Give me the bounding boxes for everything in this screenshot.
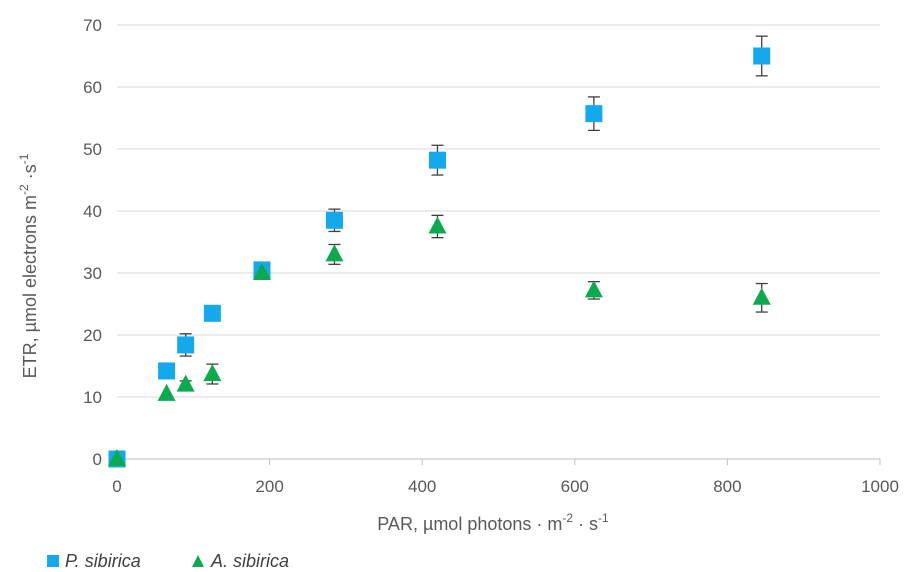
data-markers <box>108 47 771 468</box>
legend-label-p-sibirica: P. sibirica <box>65 551 141 571</box>
legend-triangle-marker <box>192 555 204 567</box>
data-point-a-sibirica <box>252 263 271 280</box>
data-point-a-sibirica <box>176 374 195 392</box>
legend-item-p-sibirica: P. sibirica <box>47 551 141 571</box>
legend-label-a-sibirica: A. sibirica <box>210 551 289 571</box>
x-tick-label: 600 <box>561 477 589 496</box>
y-tick-label: 20 <box>83 326 102 345</box>
data-point-a-sibirica <box>584 280 603 298</box>
legend-square-marker <box>47 555 59 567</box>
y-tick-label: 0 <box>93 450 102 469</box>
data-point-p-sibirica <box>158 362 176 380</box>
data-point-p-sibirica <box>585 105 603 123</box>
data-point-p-sibirica <box>325 211 343 229</box>
data-point-a-sibirica <box>157 383 176 401</box>
data-point-a-sibirica <box>203 364 222 382</box>
axes <box>116 458 881 465</box>
data-point-p-sibirica <box>428 151 446 169</box>
data-point-a-sibirica <box>108 449 126 466</box>
legend-item-a-sibirica: A. sibirica <box>192 551 289 571</box>
data-point-p-sibirica <box>753 47 771 65</box>
x-tick-label: 200 <box>255 477 283 496</box>
data-point-a-sibirica <box>752 287 771 305</box>
y-tick-label: 70 <box>83 16 102 35</box>
y-tick-label: 50 <box>83 140 102 159</box>
legend: P. sibirica A. sibirica <box>47 551 289 571</box>
x-axis-title: PAR, µmol photons · m-2 · s-1 <box>377 511 609 534</box>
x-tick-label: 800 <box>713 477 741 496</box>
y-tick-label: 10 <box>83 388 102 407</box>
x-tick-label: 0 <box>112 477 121 496</box>
x-tick-label: 400 <box>408 477 436 496</box>
y-tick-label: 60 <box>83 78 102 97</box>
y-tick-label: 30 <box>83 264 102 283</box>
data-point-p-sibirica <box>177 336 195 354</box>
data-point-a-sibirica <box>325 244 344 262</box>
x-tick-label: 1000 <box>861 477 899 496</box>
data-point-a-sibirica <box>428 216 447 234</box>
tick-labels: 0 10 20 30 40 50 60 70 0 200 400 600 800 1000 <box>83 16 899 496</box>
y-axis-title: ETR, µmol electrons m-2 ·s-1 <box>17 153 40 378</box>
data-point-p-sibirica <box>203 304 221 322</box>
grid-lines <box>117 24 880 398</box>
y-tick-label: 40 <box>83 202 102 221</box>
